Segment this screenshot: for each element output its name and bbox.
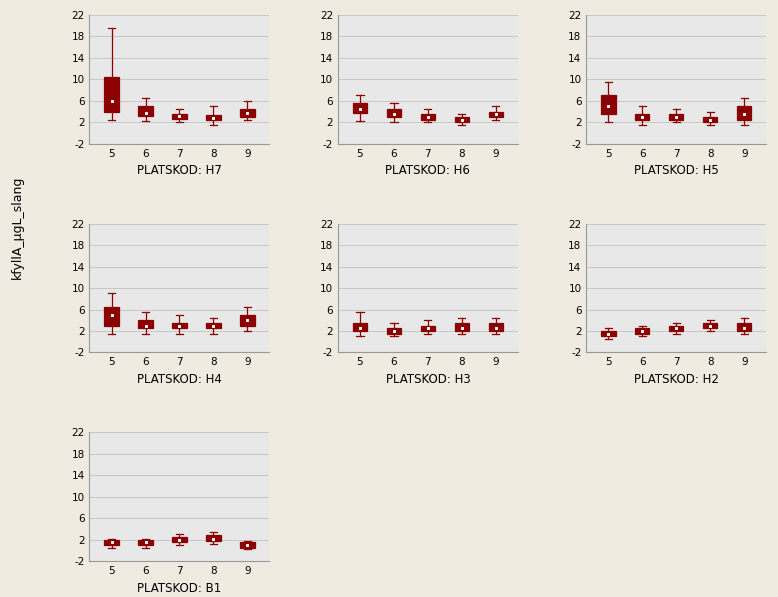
PathPatch shape: [421, 114, 435, 119]
PathPatch shape: [387, 109, 401, 117]
PathPatch shape: [173, 537, 187, 543]
PathPatch shape: [138, 320, 152, 328]
PathPatch shape: [489, 323, 503, 331]
PathPatch shape: [353, 323, 367, 331]
PathPatch shape: [635, 114, 650, 119]
PathPatch shape: [206, 323, 221, 328]
PathPatch shape: [240, 543, 254, 548]
PathPatch shape: [669, 325, 683, 331]
PathPatch shape: [206, 115, 221, 119]
PathPatch shape: [737, 323, 752, 331]
PathPatch shape: [601, 96, 615, 114]
PathPatch shape: [104, 540, 119, 545]
Text: kfyllA_μgL_slang: kfyllA_μgL_slang: [11, 175, 23, 279]
PathPatch shape: [104, 307, 119, 325]
PathPatch shape: [206, 536, 221, 541]
PathPatch shape: [737, 106, 752, 119]
X-axis label: PLATSKOD: B1: PLATSKOD: B1: [138, 581, 222, 595]
PathPatch shape: [454, 117, 469, 122]
PathPatch shape: [703, 323, 717, 328]
X-axis label: PLATSKOD: H6: PLATSKOD: H6: [385, 164, 471, 177]
PathPatch shape: [703, 117, 717, 122]
PathPatch shape: [240, 315, 254, 325]
X-axis label: PLATSKOD: H7: PLATSKOD: H7: [137, 164, 222, 177]
PathPatch shape: [240, 109, 254, 117]
X-axis label: PLATSKOD: H4: PLATSKOD: H4: [137, 373, 222, 386]
PathPatch shape: [387, 328, 401, 334]
PathPatch shape: [454, 323, 469, 331]
X-axis label: PLATSKOD: H5: PLATSKOD: H5: [634, 164, 719, 177]
X-axis label: PLATSKOD: H2: PLATSKOD: H2: [634, 373, 719, 386]
PathPatch shape: [421, 325, 435, 331]
PathPatch shape: [601, 331, 615, 336]
PathPatch shape: [489, 112, 503, 117]
PathPatch shape: [138, 540, 152, 545]
PathPatch shape: [635, 328, 650, 334]
PathPatch shape: [173, 323, 187, 328]
PathPatch shape: [353, 103, 367, 113]
PathPatch shape: [173, 114, 187, 119]
PathPatch shape: [138, 106, 152, 116]
X-axis label: PLATSKOD: H3: PLATSKOD: H3: [386, 373, 470, 386]
PathPatch shape: [104, 76, 119, 112]
PathPatch shape: [669, 114, 683, 119]
